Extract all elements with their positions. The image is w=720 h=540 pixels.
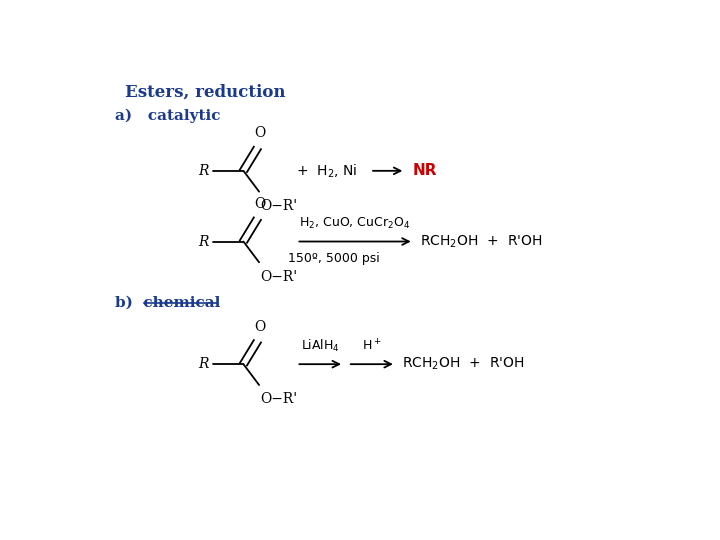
- Text: R: R: [198, 357, 208, 371]
- Text: O−R': O−R': [260, 199, 297, 213]
- Text: O: O: [255, 197, 266, 211]
- Text: RCH$_2$OH  +  R'OH: RCH$_2$OH + R'OH: [402, 356, 525, 373]
- Text: O: O: [255, 320, 266, 334]
- Text: a)   catalytic: a) catalytic: [115, 109, 220, 123]
- Text: NR: NR: [413, 163, 437, 178]
- Text: R: R: [198, 164, 208, 178]
- Text: 150º, 5000 psi: 150º, 5000 psi: [288, 252, 379, 265]
- Text: Esters, reduction: Esters, reduction: [125, 84, 285, 100]
- Text: +  H$_2$, Ni: + H$_2$, Ni: [297, 162, 358, 179]
- Text: H$_2$, CuO, CuCr$_2$O$_4$: H$_2$, CuO, CuCr$_2$O$_4$: [300, 216, 410, 231]
- Text: LiAlH$_4$: LiAlH$_4$: [301, 338, 340, 354]
- Text: O−R': O−R': [260, 270, 297, 284]
- Text: RCH$_2$OH  +  R'OH: RCH$_2$OH + R'OH: [420, 233, 543, 249]
- Text: O: O: [255, 126, 266, 140]
- Text: O−R': O−R': [260, 393, 297, 407]
- Text: b)  chemical: b) chemical: [115, 295, 220, 309]
- Text: R: R: [198, 234, 208, 248]
- Text: H$^+$: H$^+$: [362, 339, 382, 354]
